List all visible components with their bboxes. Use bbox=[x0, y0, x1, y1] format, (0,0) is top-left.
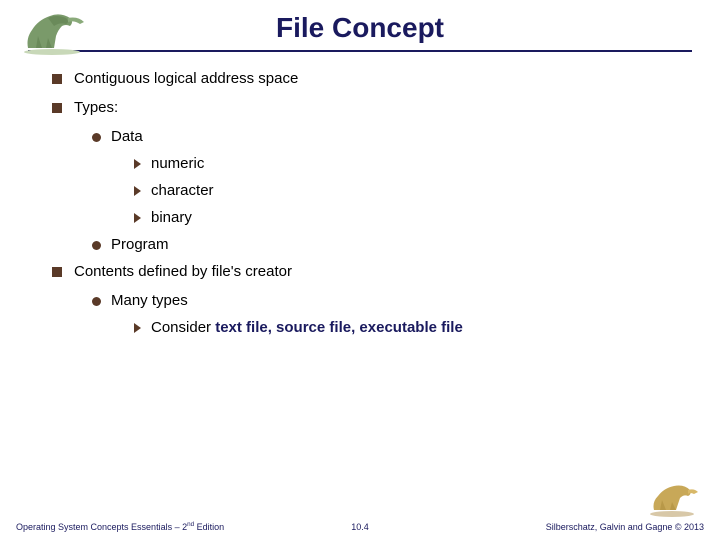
text-plain: Consider bbox=[151, 319, 215, 336]
bullet-level1: Types: bbox=[52, 99, 720, 116]
footer-right-text: Silberschatz, Galvin and Gagne © 2013 bbox=[546, 522, 704, 532]
footer-book-title: Operating System Concepts Essentials – 2 bbox=[16, 522, 187, 532]
dinosaur-logo-bottom bbox=[644, 478, 700, 518]
bullet-level3: numeric bbox=[134, 155, 720, 172]
bullet-text: Contents defined by file's creator bbox=[74, 263, 292, 280]
bullet-text: binary bbox=[151, 209, 192, 226]
circle-bullet-icon bbox=[92, 241, 101, 250]
triangle-bullet-icon bbox=[134, 213, 141, 223]
dinosaur-logo-top bbox=[16, 8, 88, 56]
bullet-text: numeric bbox=[151, 155, 204, 172]
bullet-text: Many types bbox=[111, 292, 188, 309]
bullet-text: Types: bbox=[74, 99, 118, 116]
square-bullet-icon bbox=[52, 103, 62, 113]
bullet-text: character bbox=[151, 182, 214, 199]
triangle-bullet-icon bbox=[134, 323, 141, 333]
bullet-text: Contiguous logical address space bbox=[74, 70, 298, 87]
footer-left-text: Operating System Concepts Essentials – 2… bbox=[16, 521, 224, 532]
bullet-level2: Many types bbox=[92, 292, 720, 309]
slide-container: File Concept Contiguous logical address … bbox=[0, 0, 720, 540]
square-bullet-icon bbox=[52, 74, 62, 84]
slide-title: File Concept bbox=[0, 12, 720, 44]
bullet-text: Consider text file, source file, executa… bbox=[151, 319, 463, 336]
bullet-text: Program bbox=[111, 236, 169, 253]
text-emphasis: text file, source file, executable file bbox=[215, 319, 463, 336]
footer-edition-post: Edition bbox=[194, 522, 224, 532]
circle-bullet-icon bbox=[92, 297, 101, 306]
bullet-level2: Data bbox=[92, 128, 720, 145]
bullet-level3: character bbox=[134, 182, 720, 199]
triangle-bullet-icon bbox=[134, 159, 141, 169]
bullet-level2: Program bbox=[92, 236, 720, 253]
bullet-level1: Contents defined by file's creator bbox=[52, 263, 720, 280]
footer-page-number: 10.4 bbox=[351, 522, 369, 532]
circle-bullet-icon bbox=[92, 133, 101, 142]
bullet-level3: binary bbox=[134, 209, 720, 226]
title-underline bbox=[28, 50, 692, 52]
bullet-text: Data bbox=[111, 128, 143, 145]
square-bullet-icon bbox=[52, 267, 62, 277]
triangle-bullet-icon bbox=[134, 186, 141, 196]
bullet-level3: Consider text file, source file, executa… bbox=[134, 319, 720, 336]
content-area: Contiguous logical address space Types: … bbox=[0, 70, 720, 336]
bullet-level1: Contiguous logical address space bbox=[52, 70, 720, 87]
